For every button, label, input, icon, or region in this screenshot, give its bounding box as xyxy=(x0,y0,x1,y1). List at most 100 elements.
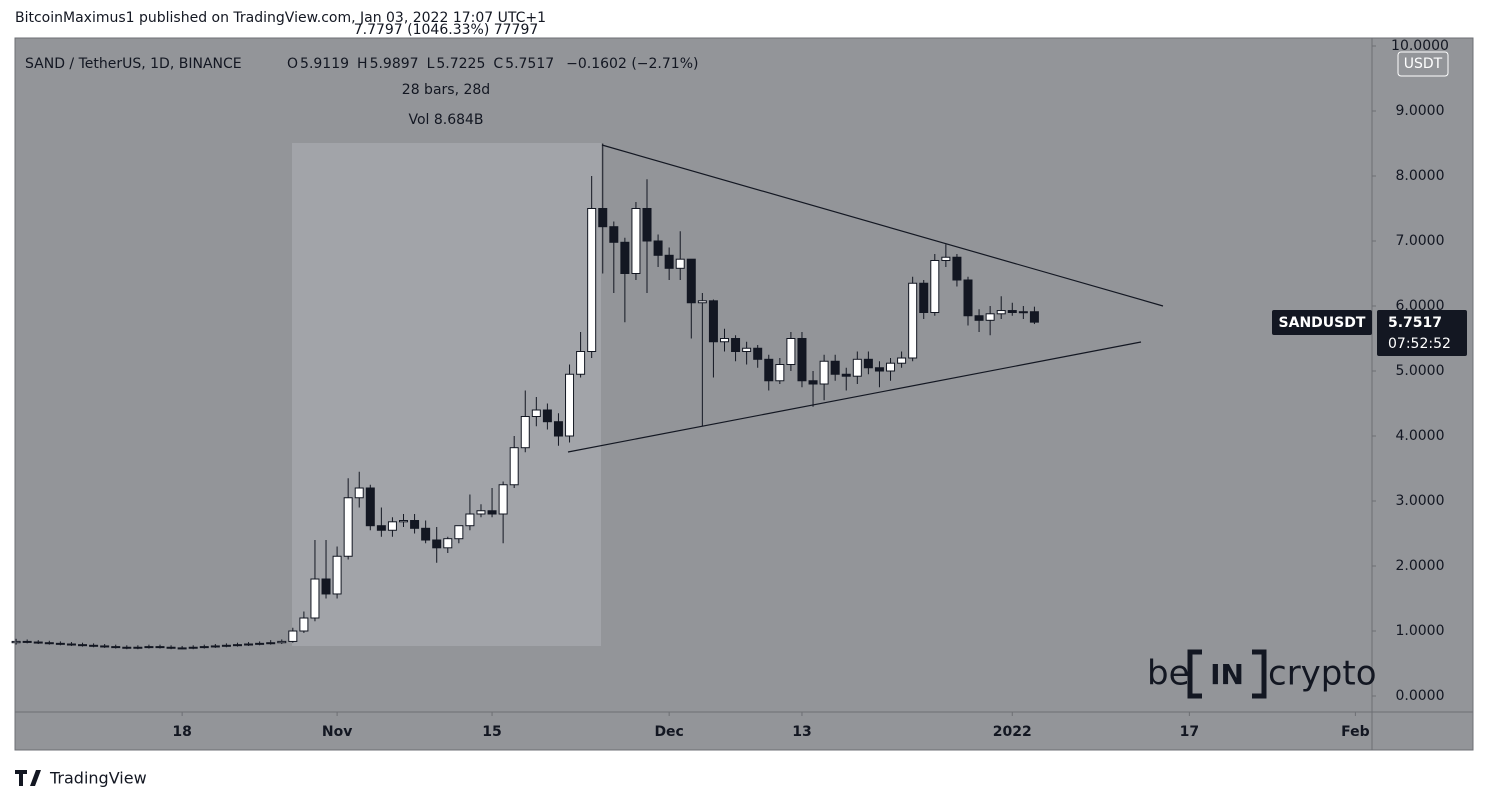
measure-volume: Vol 8.684B xyxy=(408,112,483,128)
ohlc-value: 5.7225 xyxy=(436,56,485,72)
y-tick-label: 3.0000 xyxy=(1396,493,1445,509)
candle-body xyxy=(908,282,918,359)
candle-body xyxy=(708,300,718,343)
candle-body xyxy=(89,644,99,647)
x-tick-label: Feb xyxy=(1341,724,1370,740)
currency: USDT xyxy=(1404,56,1443,72)
candle-body xyxy=(1029,311,1039,323)
candle-body xyxy=(244,643,254,646)
candle-body xyxy=(199,646,209,649)
candle-body xyxy=(22,640,32,643)
candle-body xyxy=(321,578,331,595)
candle-body xyxy=(542,409,552,423)
candle-body xyxy=(974,315,984,321)
candle-body xyxy=(996,310,1006,315)
candle-body xyxy=(620,241,630,275)
candle-body xyxy=(166,646,176,649)
candle-body xyxy=(863,358,873,369)
candle-body xyxy=(664,254,674,269)
candle-body xyxy=(731,338,741,353)
candle-body xyxy=(686,258,696,304)
price-tag-name-box xyxy=(1272,310,1372,335)
y-tick-label: 9.0000 xyxy=(1396,103,1445,119)
candle-body xyxy=(631,207,641,275)
candle-body xyxy=(255,642,265,645)
candle-body xyxy=(266,642,276,645)
watermark-crypto: crypto xyxy=(1268,654,1377,694)
lower-trendline xyxy=(567,341,1142,453)
candle-body xyxy=(11,640,21,644)
published-line: BitcoinMaximus1 published on TradingView… xyxy=(15,10,546,26)
candle-body xyxy=(941,256,951,261)
footer: TradingView xyxy=(49,769,147,788)
candle-body xyxy=(188,646,198,649)
candle-body xyxy=(144,646,154,649)
price-tag-price: 5.7517 xyxy=(1388,315,1442,331)
y-tick-label: 8.0000 xyxy=(1396,168,1445,184)
candle-body xyxy=(332,555,342,595)
y-tick-label: 1.0000 xyxy=(1396,623,1445,639)
candle-body xyxy=(719,338,729,343)
candle-body xyxy=(775,364,785,382)
candle-body xyxy=(288,630,298,642)
candle-body xyxy=(387,521,397,531)
y-tick-label: 2.0000 xyxy=(1396,558,1445,574)
currency-box[interactable] xyxy=(1397,51,1449,77)
candle-body xyxy=(310,578,320,619)
x-tick-label: 18 xyxy=(172,724,191,740)
candle-body xyxy=(421,527,431,541)
candle-body xyxy=(930,259,940,314)
candle-body xyxy=(576,351,586,375)
candle-body xyxy=(100,645,110,648)
candle-body xyxy=(874,367,884,372)
candle-body xyxy=(232,644,242,647)
candle-body xyxy=(642,207,652,242)
candle-body xyxy=(33,641,43,644)
x-tick-label: Dec xyxy=(654,724,683,740)
candle-body xyxy=(609,226,619,243)
x-tick-label: 15 xyxy=(482,724,501,740)
candle-body xyxy=(221,644,231,647)
candle-body xyxy=(498,484,508,515)
candle-body xyxy=(343,497,353,557)
measure-box xyxy=(292,143,601,646)
candle-body xyxy=(476,510,486,515)
candle-body xyxy=(155,646,165,649)
candle-body xyxy=(443,538,453,549)
ohlc-value: 5.9119 xyxy=(300,56,349,72)
footer-logo xyxy=(15,770,41,786)
candle-body xyxy=(277,640,287,644)
candle-body xyxy=(565,373,575,437)
price-tag-countdown: 07:52:52 xyxy=(1388,336,1451,352)
candle-body xyxy=(299,617,309,632)
candle-body xyxy=(487,510,497,515)
y-tick-label: 10.0000 xyxy=(1391,38,1449,54)
ohlc-key: C xyxy=(493,56,503,72)
candle-body xyxy=(587,207,597,353)
x-tick-label: 13 xyxy=(792,724,811,740)
candle-body xyxy=(852,358,862,377)
candle-body xyxy=(897,357,907,364)
candle-body xyxy=(653,240,663,256)
ohlc-key: H xyxy=(357,56,368,72)
price-tag-name: SANDUSDT xyxy=(1279,315,1366,331)
upper-trendline xyxy=(601,144,1164,307)
x-tick-label: 2022 xyxy=(993,724,1032,740)
candle-body xyxy=(830,360,840,375)
candle-body xyxy=(465,513,475,527)
candle-body xyxy=(697,300,707,304)
candle-body xyxy=(742,347,752,353)
candle-body xyxy=(1018,311,1028,314)
candle-body xyxy=(376,525,386,531)
candle-body xyxy=(598,207,608,228)
candle-body xyxy=(432,539,442,549)
candle-body xyxy=(531,409,541,418)
candle-body xyxy=(553,421,563,437)
candle-body xyxy=(819,360,829,385)
symbol: SAND / TetherUS, 1D, BINANCE xyxy=(25,56,242,72)
candle-body xyxy=(808,380,818,385)
candle-body xyxy=(509,447,519,486)
measure-change: 7.7797 (1046.33%) 77797 xyxy=(354,22,539,38)
